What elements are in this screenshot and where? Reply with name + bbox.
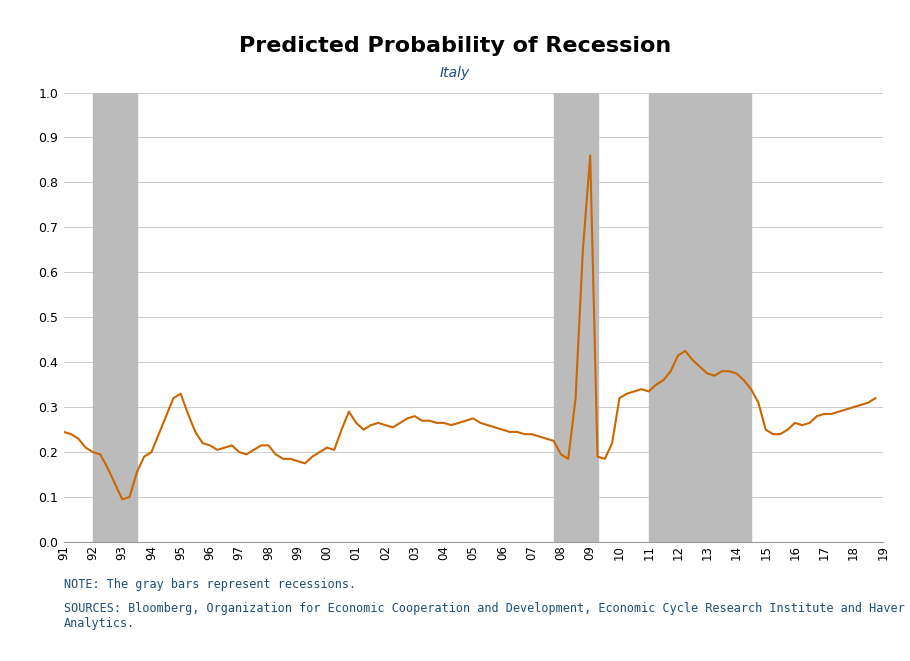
Bar — [649, 93, 751, 542]
Text: SOURCES: Bloomberg, Organization for Economic Cooperation and Development, Econo: SOURCES: Bloomberg, Organization for Eco… — [64, 602, 905, 629]
Text: St. Louis: St. Louis — [253, 637, 308, 650]
Text: Italy: Italy — [440, 65, 470, 80]
Text: of: of — [232, 637, 244, 650]
Bar — [553, 93, 598, 542]
Text: Predicted Probability of Recession: Predicted Probability of Recession — [238, 36, 672, 56]
Bar — [93, 93, 136, 542]
Text: Federal Reserve Bank: Federal Reserve Bank — [27, 637, 167, 650]
Text: NOTE: The gray bars represent recessions.: NOTE: The gray bars represent recessions… — [64, 578, 356, 592]
